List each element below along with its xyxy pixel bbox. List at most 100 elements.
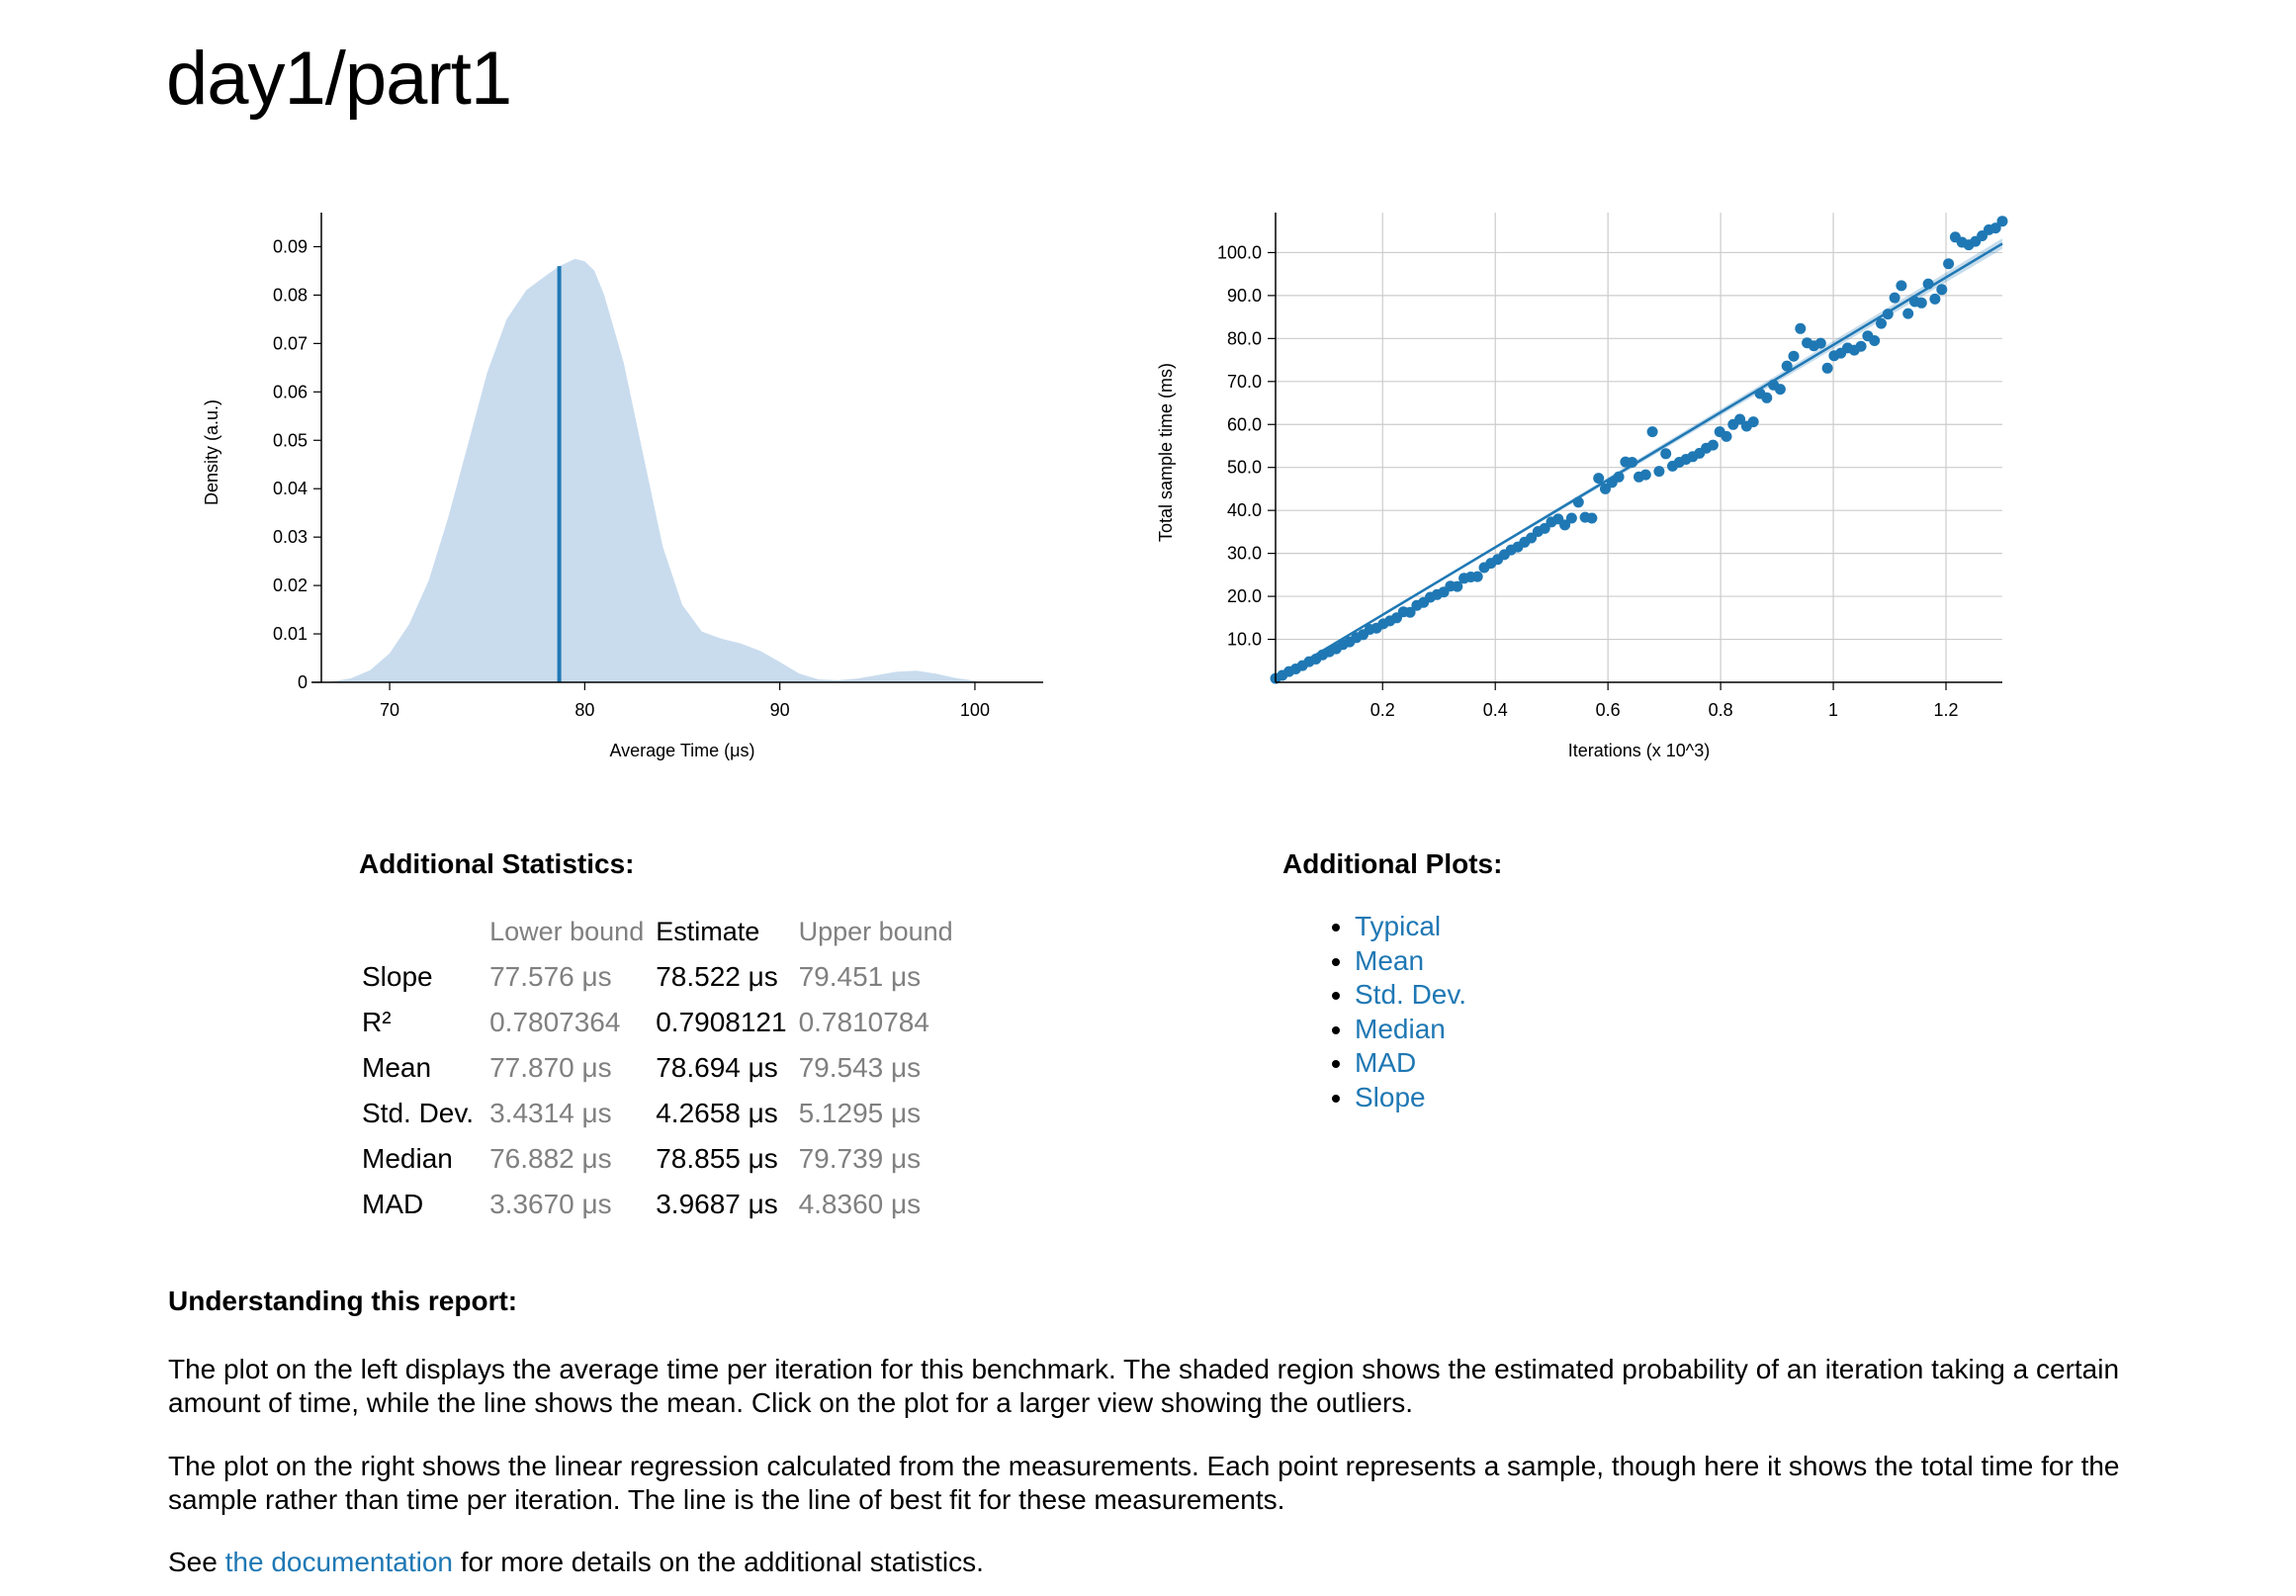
sample-point — [1943, 258, 1955, 270]
sample-point — [1593, 473, 1605, 485]
sample-point — [1882, 309, 1894, 320]
x-tick-label: 0.2 — [1370, 700, 1395, 720]
sample-point — [1565, 512, 1577, 524]
sample-point — [1915, 297, 1927, 309]
sample-point — [1922, 278, 1934, 290]
sample-point — [1869, 335, 1881, 346]
stat-upper: 79.451 μs — [798, 961, 922, 992]
additional-plots-heading: Additional Plots: — [1282, 848, 1503, 879]
y-tick-label: 70.0 — [1227, 372, 1262, 392]
statistics-header-blank — [356, 910, 484, 954]
stat-upper: 79.739 μs — [798, 1143, 922, 1174]
statistics-header-lower: Lower bound — [489, 917, 645, 946]
x-tick-label: 0.6 — [1596, 700, 1621, 720]
sample-point — [1989, 222, 2001, 234]
y-tick-label: 80.0 — [1227, 328, 1262, 348]
list-item: Typical — [1355, 910, 1466, 944]
y-tick-label: 0.04 — [273, 479, 308, 498]
stat-label: MAD — [362, 1189, 424, 1219]
y-tick-label: 0.03 — [273, 527, 308, 547]
stat-label: R² — [362, 1007, 392, 1037]
sample-point — [1653, 466, 1665, 478]
understanding-paragraph-docs: See the documentation for more details o… — [168, 1546, 2146, 1579]
plot-link-typical[interactable]: Typical — [1355, 911, 1442, 941]
sample-point — [1639, 469, 1651, 481]
y-tick-label: 60.0 — [1227, 414, 1262, 434]
y-axis-label: Density (a.u.) — [202, 399, 221, 505]
plot-link-mad[interactable]: MAD — [1355, 1047, 1417, 1078]
statistics-row-slope: Slope 77.576 μs 78.522 μs 79.451 μs — [356, 954, 959, 1000]
y-tick-label: 0 — [298, 672, 308, 692]
stat-estimate: 78.694 μs — [656, 1052, 778, 1083]
statistics-row-r-squared: R² 0.7807364 0.7908121 0.7810784 — [356, 1000, 959, 1045]
list-item: Std. Dev. — [1355, 978, 1466, 1013]
y-tick-label: 90.0 — [1227, 286, 1262, 306]
stat-estimate: 0.7908121 — [656, 1007, 787, 1037]
plot-link-mean[interactable]: Mean — [1355, 944, 1425, 976]
sample-point — [1526, 532, 1538, 544]
additional-statistics-heading: Additional Statistics: — [359, 848, 635, 879]
stat-lower: 77.870 μs — [489, 1052, 612, 1083]
sample-point — [1821, 362, 1833, 374]
plot-link-slope[interactable]: Slope — [1355, 1081, 1426, 1112]
y-tick-label: 0.06 — [273, 382, 308, 401]
sample-point — [1996, 216, 2008, 227]
sample-point — [1721, 430, 1732, 442]
plot-link-median[interactable]: Median — [1355, 1013, 1446, 1044]
sample-point — [1539, 522, 1550, 534]
stat-estimate: 4.2658 μs — [656, 1098, 778, 1128]
understanding-heading: Understanding this report: — [168, 1286, 518, 1316]
stat-label: Median — [362, 1143, 453, 1174]
sample-point — [1559, 519, 1571, 531]
y-tick-label: 40.0 — [1227, 500, 1262, 520]
sample-point — [1761, 392, 1773, 403]
y-tick-label: 20.0 — [1227, 586, 1262, 606]
additional-plots-list: Typical Mean Std. Dev. Median MAD Slope — [1295, 910, 1466, 1114]
density-area — [326, 258, 983, 682]
x-tick-label: 0.4 — [1483, 700, 1508, 720]
docs-prefix: See — [168, 1547, 225, 1577]
understanding-paragraph-left-plot: The plot on the left displays the averag… — [168, 1354, 2120, 1418]
page-title: day1/part1 — [166, 37, 512, 121]
sample-point — [1572, 496, 1584, 508]
sample-point — [1404, 606, 1416, 618]
sample-point — [1586, 512, 1598, 524]
stat-estimate: 3.9687 μs — [656, 1189, 778, 1219]
stat-lower: 3.4314 μs — [489, 1098, 612, 1128]
regression-line — [1275, 242, 2003, 680]
y-tick-label: 0.02 — [273, 576, 308, 595]
list-item: Slope — [1355, 1081, 1466, 1115]
sample-point — [1896, 280, 1907, 292]
x-axis-label: Average Time (μs) — [609, 741, 754, 760]
stat-upper: 5.1295 μs — [798, 1098, 922, 1128]
y-tick-label: 10.0 — [1227, 630, 1262, 650]
stat-estimate: 78.522 μs — [656, 961, 778, 992]
sample-point — [1876, 317, 1887, 329]
x-tick-label: 80 — [574, 700, 594, 720]
sample-point — [1781, 360, 1793, 372]
statistics-row-mean: Mean 77.870 μs 78.694 μs 79.543 μs — [356, 1045, 959, 1091]
stat-upper: 0.7810784 — [798, 1007, 929, 1037]
sample-point — [1795, 322, 1807, 334]
statistics-row-std-dev: Std. Dev. 3.4314 μs 4.2658 μs 5.1295 μs — [356, 1091, 959, 1136]
x-tick-label: 90 — [770, 700, 790, 720]
plot-link-std-dev[interactable]: Std. Dev. — [1355, 979, 1467, 1010]
sample-point — [1902, 308, 1914, 319]
sample-point — [1788, 350, 1800, 362]
x-axis-label: Iterations (x 10^3) — [1568, 741, 1711, 760]
stat-lower: 0.7807364 — [489, 1007, 621, 1037]
regression-plot[interactable]: 10.0 20.0 30.0 40.0 50.0 60.0 70.0 80.0 90.0 100.… — [1147, 208, 2017, 776]
understanding-paragraph-right-plot: The plot on the right shows the linear r… — [168, 1451, 2120, 1515]
sample-point — [1627, 457, 1638, 468]
documentation-link[interactable]: the documentation — [224, 1547, 453, 1577]
sample-point — [1936, 284, 1948, 296]
stat-label: Std. Dev. — [362, 1098, 475, 1128]
sample-point — [1774, 384, 1786, 396]
density-plot[interactable]: 0 0.01 0.02 0.03 0.04 0.05 0.06 0.07 0.08 0.09 70 8… — [188, 208, 1058, 776]
sample-point — [1707, 439, 1719, 451]
statistics-header-row: Lower bound Estimate Upper bound — [356, 910, 959, 954]
list-item: MAD — [1355, 1046, 1466, 1081]
sample-point — [1747, 416, 1759, 428]
x-tick-label: 1.2 — [1934, 700, 1959, 720]
y-tick-label: 0.08 — [273, 285, 308, 305]
